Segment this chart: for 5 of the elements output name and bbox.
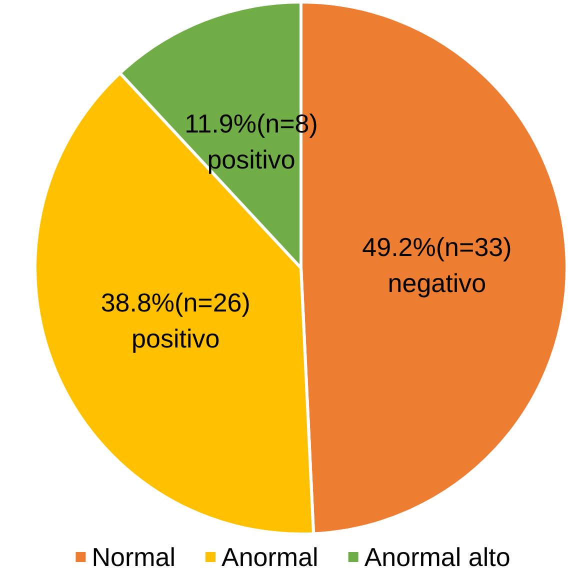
legend-label: Anormal alto [364,542,510,572]
legend-label: Anormal [222,542,318,572]
legend-label: Normal [92,542,176,572]
data-label: 49.2%(n=33) negativo [362,232,512,298]
data-label: 38.8%(n=26) positivo [100,288,250,354]
